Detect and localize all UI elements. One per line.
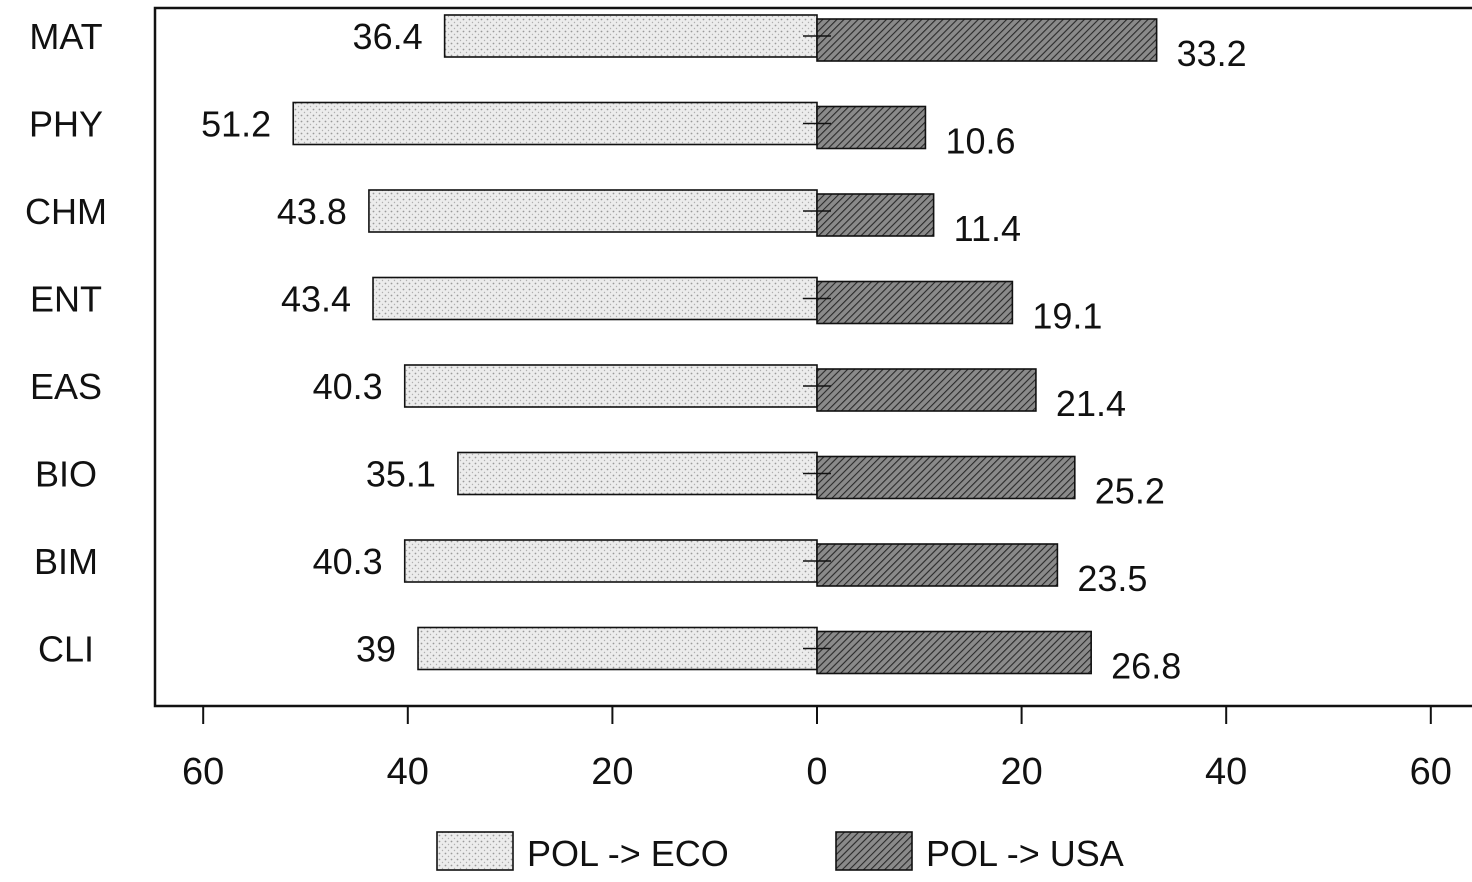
x-tick-label: 0	[806, 751, 827, 793]
value-label-usa: 11.4	[954, 208, 1021, 249]
plot-frame	[153, 6, 1472, 708]
x-tick-label: 20	[591, 751, 633, 793]
category-label: CHM	[25, 191, 107, 232]
value-label-eco: 36.4	[353, 16, 423, 57]
bar-pol-eco	[443, 14, 818, 58]
category-label: BIM	[34, 541, 98, 582]
bar-pol-usa	[816, 543, 1059, 587]
bar-pol-eco	[457, 451, 818, 496]
bar-pol-eco	[417, 626, 818, 671]
bar-pol-usa	[816, 630, 1092, 675]
value-label-eco: 40.3	[313, 366, 383, 407]
bar-pol-usa	[816, 455, 1076, 500]
value-label-eco: 51.2	[201, 104, 271, 145]
value-label-usa: 10.6	[945, 121, 1015, 162]
value-label-eco: 39	[356, 629, 396, 670]
bar-pol-eco	[403, 539, 818, 583]
bar-pol-eco	[403, 364, 818, 408]
x-tick-label: 40	[1205, 751, 1247, 793]
bar-pol-usa	[816, 105, 927, 150]
bar-pol-eco	[292, 101, 818, 146]
value-label-usa: 21.4	[1056, 383, 1126, 424]
category-label: BIO	[35, 454, 97, 495]
legend-label-eco: POL -> ECO	[527, 833, 729, 874]
category-label: MAT	[29, 16, 102, 57]
legend-swatch-usa	[835, 831, 913, 871]
value-label-usa: 26.8	[1111, 646, 1181, 687]
category-label: PHY	[29, 104, 103, 145]
value-label-usa: 33.2	[1177, 33, 1247, 74]
bar-pol-eco	[368, 189, 818, 233]
legend-label-usa: POL -> USA	[926, 833, 1124, 874]
x-tick-label: 40	[387, 751, 429, 793]
value-label-usa: 23.5	[1077, 558, 1147, 599]
category-label: CLI	[38, 629, 94, 670]
bar-pol-usa	[816, 193, 935, 237]
x-tick-label: 60	[182, 751, 224, 793]
bar-pol-usa	[816, 18, 1158, 62]
bar-pol-usa	[816, 368, 1037, 412]
value-label-eco: 35.1	[366, 454, 436, 495]
legend-swatch-eco	[436, 831, 514, 871]
category-label: ENT	[30, 279, 102, 320]
value-label-usa: 19.1	[1032, 296, 1102, 337]
category-label: EAS	[30, 366, 102, 407]
value-label-eco: 43.8	[277, 191, 347, 232]
value-label-eco: 40.3	[313, 541, 383, 582]
bar-pol-eco	[372, 276, 818, 321]
x-tick-label: 60	[1410, 751, 1452, 793]
value-label-eco: 43.4	[281, 279, 351, 320]
bar-pol-usa	[816, 280, 1014, 325]
x-tick-label: 20	[1000, 751, 1042, 793]
value-label-usa: 25.2	[1095, 471, 1165, 512]
